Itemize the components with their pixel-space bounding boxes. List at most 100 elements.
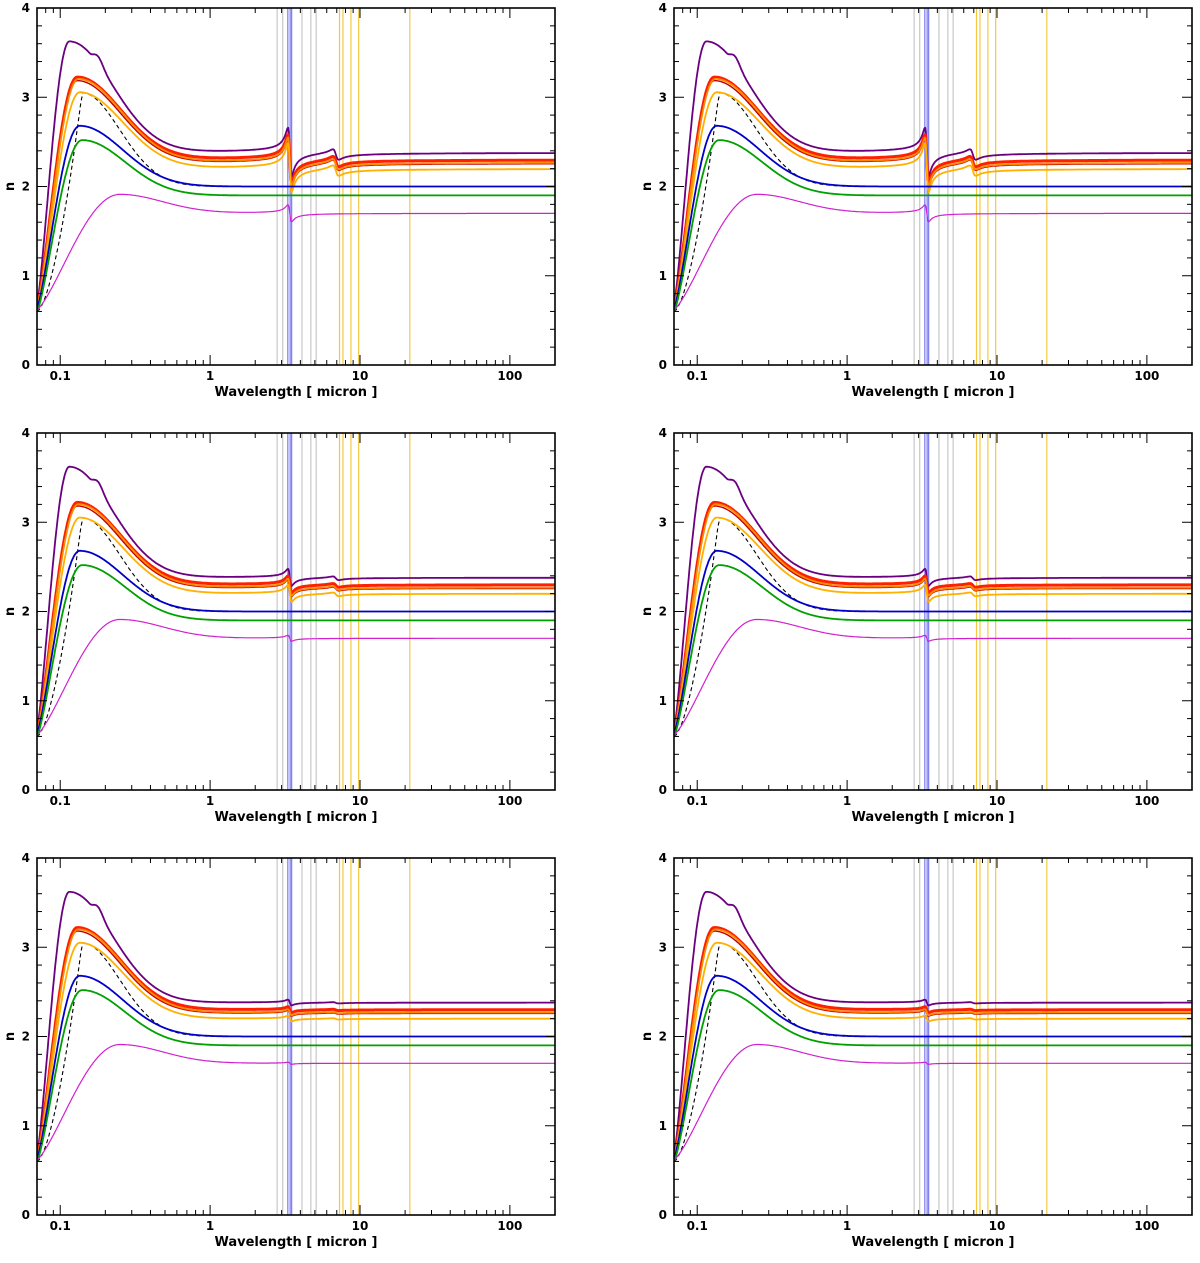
y-tick-label: 2 (22, 180, 30, 194)
series-line-red-thick (37, 75, 555, 307)
series-line-light-orange (674, 91, 1192, 310)
y-axis-label: n (640, 1032, 655, 1041)
x-tick-label: 1 (206, 794, 214, 808)
series-line-green (37, 989, 555, 1162)
y-tick-label: 3 (659, 90, 667, 104)
series-line-red-thick (674, 75, 1192, 307)
series-line-magenta (674, 1043, 1192, 1161)
series-line-red-thick (674, 926, 1192, 1158)
series-reference-dashed (37, 92, 555, 312)
x-ticks (36, 858, 556, 1215)
series-group (37, 40, 555, 312)
y-ticks (37, 7, 555, 366)
series-line-purple (37, 891, 555, 1155)
y-tick-label: 1 (659, 1119, 667, 1133)
series-line-orange (674, 78, 1192, 308)
series-line-orange (37, 928, 555, 1159)
series-line-orange (674, 928, 1192, 1159)
y-tick-label: 3 (659, 940, 667, 954)
x-axis-label: Wavelength [ micron ] (851, 810, 1014, 825)
x-tick-label: 0.1 (687, 1219, 708, 1233)
x-axis-label: Wavelength [ micron ] (851, 385, 1014, 400)
series-line-magenta (37, 193, 555, 311)
series-group (37, 891, 555, 1162)
series-line-orange (674, 503, 1192, 733)
series-line-light-orange (37, 91, 555, 310)
x-tick-label: 1 (843, 1219, 851, 1233)
series-line-blue (674, 974, 1192, 1159)
y-tick-label: 4 (659, 851, 667, 865)
x-tick-label: 0.1 (50, 1219, 71, 1233)
series-line-light-orange (37, 516, 555, 735)
panel-5: 0.1 1 10 100 0 1 2 3 4 Wavelength [ micron ] n (3, 851, 556, 1250)
y-tick-label: 0 (22, 1208, 30, 1222)
x-tick-label: 100 (497, 369, 522, 383)
y-axis-label: n (640, 607, 655, 616)
x-tick-label: 10 (989, 1219, 1006, 1233)
series-reference-dashed (37, 517, 555, 737)
series-reference-dashed (37, 942, 555, 1162)
series-line-blue (674, 549, 1192, 734)
y-tick-label: 1 (22, 694, 30, 708)
x-axis-label: Wavelength [ micron ] (851, 1235, 1014, 1250)
y-axis-label: n (640, 182, 655, 191)
series-line-blue (37, 549, 555, 734)
panel-2: 0.1 1 10 100 0 1 2 3 4 Wavelength [ micron ] n (640, 1, 1193, 400)
series-reference-dashed (674, 517, 1192, 737)
y-tick-label: 2 (22, 1030, 30, 1044)
x-tick-label: 100 (1134, 1219, 1159, 1233)
y-tick-label: 1 (22, 1119, 30, 1133)
series-line-blue (37, 974, 555, 1159)
y-tick-label: 0 (22, 783, 30, 797)
x-tick-label: 1 (843, 794, 851, 808)
y-tick-label: 2 (22, 605, 30, 619)
series-line-magenta (674, 618, 1192, 736)
series-line-light-orange (674, 941, 1192, 1160)
series-line-purple (674, 40, 1192, 305)
y-ticks (37, 857, 555, 1216)
x-ticks (673, 858, 1193, 1215)
series-group (674, 465, 1192, 737)
x-ticks (36, 8, 556, 365)
x-tick-label: 0.1 (687, 369, 708, 383)
series-line-purple (674, 465, 1192, 730)
series-reference-dashed (674, 942, 1192, 1162)
x-tick-label: 10 (352, 794, 369, 808)
series-group (674, 40, 1192, 312)
x-tick-label: 100 (1134, 794, 1159, 808)
y-axis-label: n (3, 182, 18, 191)
series-line-green (674, 139, 1192, 312)
x-ticks (36, 433, 556, 790)
y-tick-label: 4 (659, 426, 667, 440)
x-tick-label: 0.1 (50, 794, 71, 808)
x-axis-label: Wavelength [ micron ] (214, 1235, 377, 1250)
x-tick-label: 10 (352, 1219, 369, 1233)
x-tick-label: 0.1 (687, 794, 708, 808)
x-ticks (673, 433, 1193, 790)
y-tick-label: 4 (22, 1, 30, 15)
y-tick-label: 2 (659, 605, 667, 619)
series-line-green (674, 989, 1192, 1162)
y-ticks (674, 857, 1192, 1216)
series-line-magenta (37, 618, 555, 736)
y-ticks (674, 7, 1192, 366)
series-line-magenta (37, 1043, 555, 1161)
x-tick-label: 100 (497, 794, 522, 808)
x-tick-label: 0.1 (50, 369, 71, 383)
panel-6: 0.1 1 10 100 0 1 2 3 4 Wavelength [ micron ] n (640, 851, 1193, 1250)
x-tick-label: 1 (843, 369, 851, 383)
y-axis-label: n (3, 1032, 18, 1041)
x-tick-label: 1 (206, 1219, 214, 1233)
x-tick-label: 100 (1134, 369, 1159, 383)
y-tick-label: 3 (22, 515, 30, 529)
y-tick-label: 1 (659, 694, 667, 708)
series-line-red-thick (674, 500, 1192, 733)
y-tick-label: 2 (659, 180, 667, 194)
series-line-purple (37, 465, 555, 730)
y-tick-label: 3 (22, 90, 30, 104)
series-line-orange (37, 78, 555, 308)
x-ticks (673, 8, 1193, 365)
y-tick-label: 3 (659, 515, 667, 529)
series-line-red-thick (37, 500, 555, 733)
